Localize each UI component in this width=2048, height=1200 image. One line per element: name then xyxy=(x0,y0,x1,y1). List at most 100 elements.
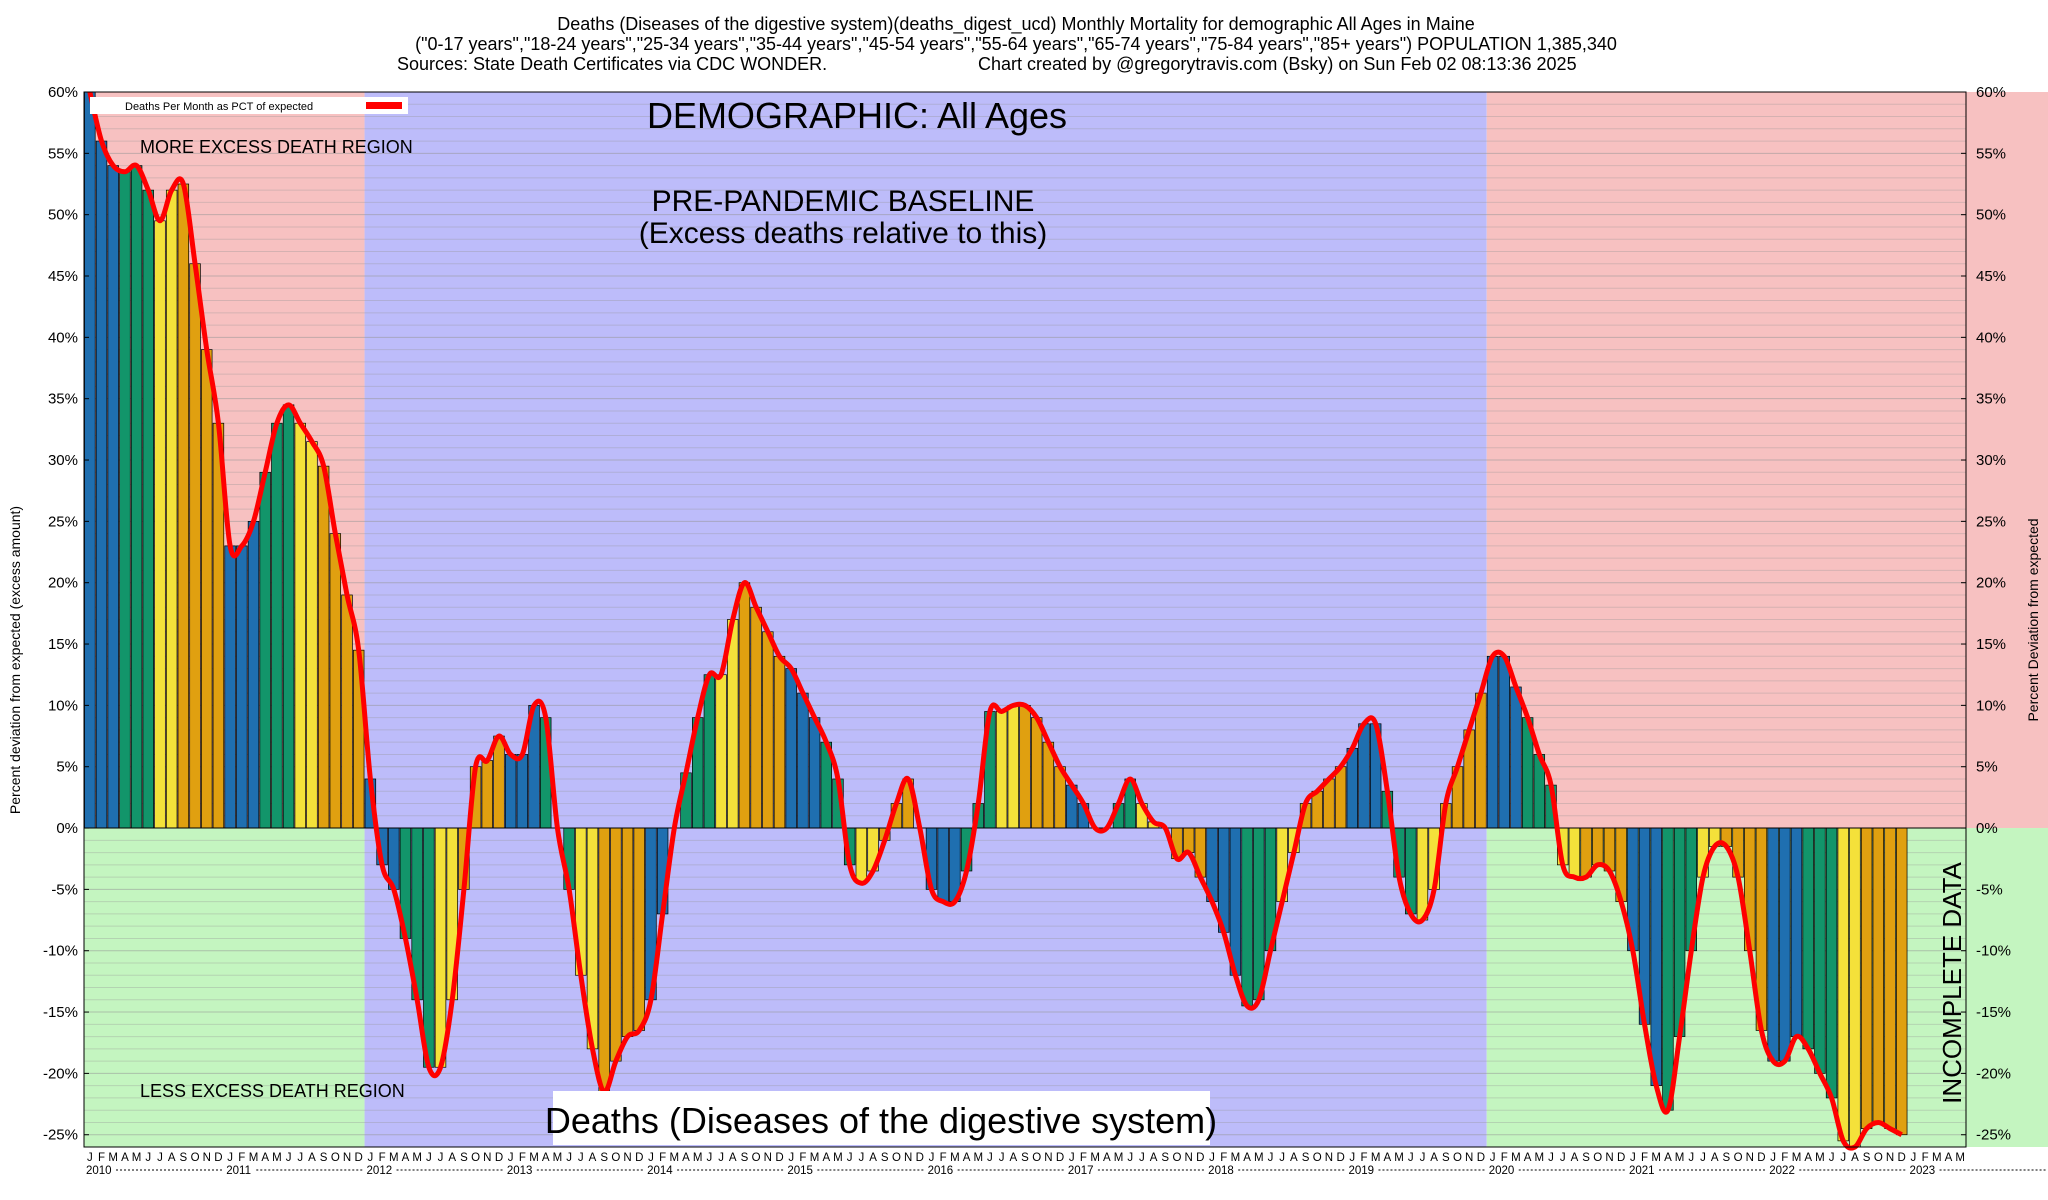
y-tick-label-right: -15% xyxy=(1976,1004,2011,1021)
bar xyxy=(236,545,248,829)
more-excess-region-label: MORE EXCESS DEATH REGION xyxy=(140,137,413,157)
x-tick-month-label: S xyxy=(320,1152,328,1164)
x-tick-month-label: A xyxy=(1384,1152,1392,1164)
x-tick-month-label: D xyxy=(1617,1152,1625,1164)
bar xyxy=(189,263,201,829)
x-tick-month-label: M xyxy=(670,1152,680,1164)
x-tick-month-label: J xyxy=(1700,1152,1706,1164)
y-tick-label-right: 50% xyxy=(1976,207,2006,224)
y-tick-label-left: 35% xyxy=(48,391,78,408)
x-tick-month-label: F xyxy=(1220,1152,1227,1164)
x-tick-month-label: A xyxy=(1524,1152,1532,1164)
bar xyxy=(130,165,143,829)
x-tick-month-label: M xyxy=(810,1152,820,1164)
y-tick-label-left: 10% xyxy=(48,697,78,714)
legend: Deaths Per Month as PCT of expected xyxy=(90,97,408,114)
x-tick-month-label: M xyxy=(553,1152,563,1164)
y-tick-label-left: -25% xyxy=(43,1127,78,1144)
x-tick-month-label: J xyxy=(368,1152,374,1164)
legend-swatch xyxy=(366,102,402,109)
x-tick-month-label: J xyxy=(145,1152,151,1164)
baseline-region xyxy=(364,92,1487,1147)
x-tick-month-label: A xyxy=(448,1152,456,1164)
x-tick-month-label: J xyxy=(438,1152,444,1164)
y-tick-label-right: 55% xyxy=(1976,145,2006,162)
x-tick-month-label: D xyxy=(1056,1152,1064,1164)
x-tick-month-label: M xyxy=(1651,1152,1661,1164)
x-tick-month-label: J xyxy=(1127,1152,1133,1164)
bar xyxy=(1007,705,1020,829)
y-tick-label-left: 20% xyxy=(48,575,78,592)
trend-line-path xyxy=(87,91,1903,1151)
x-tick-month-label: N xyxy=(764,1152,772,1164)
x-tick-month-label: J xyxy=(1139,1152,1145,1164)
x-tick-month-label: D xyxy=(355,1152,363,1164)
bar xyxy=(1814,827,1826,1074)
y-tick-label-right: 40% xyxy=(1976,329,2006,346)
x-tick-month-label: F xyxy=(1922,1152,1929,1164)
x-tick-month-label: A xyxy=(589,1152,597,1164)
x-tick-year-label: 2013 xyxy=(507,1165,533,1177)
bar xyxy=(119,171,131,829)
x-tick-month-label: O xyxy=(1874,1152,1883,1164)
bar xyxy=(855,827,868,884)
x-tick-month-label: A xyxy=(121,1152,129,1164)
x-tick-month-label: D xyxy=(635,1152,643,1164)
x-tick-month-label: J xyxy=(648,1152,654,1164)
bar xyxy=(750,606,762,829)
x-tick-year-label: 2018 xyxy=(1208,1165,1234,1177)
x-tick-month-label: S xyxy=(881,1152,889,1164)
x-tick-month-label: S xyxy=(1863,1152,1871,1164)
y-tick-label-right: 60% xyxy=(1976,84,2006,101)
x-tick-month-label: D xyxy=(916,1152,924,1164)
x-tick-month-label: O xyxy=(331,1152,340,1164)
bar xyxy=(610,827,622,1062)
x-tick-month-label: F xyxy=(1641,1152,1648,1164)
bar xyxy=(1241,827,1253,1007)
y-tick-label-right: 20% xyxy=(1976,575,2006,592)
x-tick-year-label: 2015 xyxy=(787,1165,813,1177)
bar xyxy=(1253,827,1265,1001)
x-tick-month-label: J xyxy=(578,1152,584,1164)
chart-title: Deaths (Diseases of the digestive system… xyxy=(557,14,1474,35)
x-tick-month-label: M xyxy=(412,1152,422,1164)
bar xyxy=(142,189,154,829)
x-tick-month-label: F xyxy=(1080,1152,1087,1164)
legend-label: Deaths Per Month as PCT of expected xyxy=(125,101,313,113)
bar xyxy=(165,189,178,829)
x-tick-month-label: M xyxy=(1955,1152,1965,1164)
cause-label: Deaths (Diseases of the digestive system… xyxy=(545,1100,1217,1141)
x-tick-month-label: J xyxy=(707,1152,713,1164)
y-tick-label-left: 40% xyxy=(48,329,78,346)
x-tick-month-label: O xyxy=(1453,1152,1462,1164)
bar xyxy=(259,471,271,829)
x-tick-year-label: 2023 xyxy=(1910,1165,1936,1177)
x-tick-month-label: S xyxy=(1161,1152,1169,1164)
x-tick-month-label: F xyxy=(1360,1152,1367,1164)
bar xyxy=(1779,827,1791,1062)
bar xyxy=(785,668,797,829)
y-tick-label-right: -5% xyxy=(1976,881,2003,898)
bar xyxy=(1510,686,1522,829)
x-tick-month-label: M xyxy=(272,1152,282,1164)
x-tick-month-label: M xyxy=(1511,1152,1521,1164)
x-tick-month-label: A xyxy=(869,1152,877,1164)
x-tick-month-label: S xyxy=(180,1152,188,1164)
x-tick-month-label: J xyxy=(1069,1152,1075,1164)
x-tick-month-label: F xyxy=(799,1152,806,1164)
y-tick-label-right: -10% xyxy=(1976,943,2011,960)
x-tick-month-label: A xyxy=(1571,1152,1579,1164)
x-tick-month-label: S xyxy=(1442,1152,1450,1164)
x-tick-month-label: N xyxy=(483,1152,491,1164)
x-tick-month-label: N xyxy=(343,1152,351,1164)
x-tick-month-label: M xyxy=(249,1152,259,1164)
x-tick-month-label: A xyxy=(308,1152,316,1164)
x-tick-month-label: J xyxy=(1349,1152,1355,1164)
x-tick-month-label: F xyxy=(238,1152,245,1164)
bar xyxy=(1475,692,1487,829)
bar xyxy=(177,183,190,829)
x-tick-month-label: S xyxy=(460,1152,468,1164)
x-tick-month-label: J xyxy=(1911,1152,1917,1164)
incomplete-data-label: INCOMPLETE DATA xyxy=(1937,861,1967,1103)
